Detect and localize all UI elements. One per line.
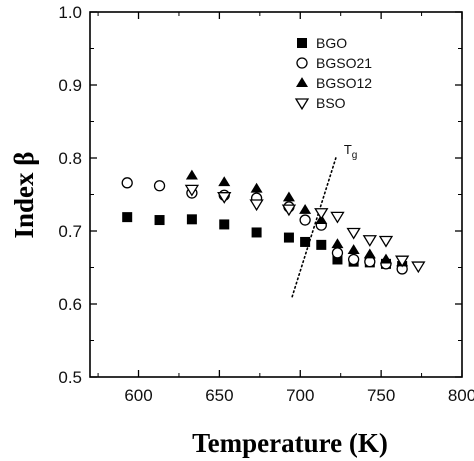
x-tick-label: 800 [448,386,474,405]
data-point [347,253,360,266]
y-tick-label: 0.9 [58,76,82,95]
series-bso [184,184,426,274]
data-point [153,180,166,192]
x-tick-label: 600 [124,386,152,405]
legend-label-bgso12: BGSO12 [316,75,372,91]
data-point [378,235,394,248]
data-point [186,214,197,225]
data-point [363,248,376,259]
y-tick-label: 0.8 [58,149,82,168]
data-point [250,182,263,193]
series-bgso12 [185,169,409,267]
series-bgso21 [121,177,408,275]
data-point [347,244,360,254]
x-tick-label: 700 [286,386,314,405]
data-point [316,239,327,250]
legend-marker-bgo [297,38,307,48]
data-point [362,235,377,247]
plot-frame [89,11,463,378]
data-point [332,254,343,265]
data-point [300,236,311,247]
data-point [281,204,297,217]
data-point [154,215,165,226]
y-tick-label: 0.7 [58,222,82,241]
data-point [249,199,264,212]
data-point [218,176,231,187]
x-tick-label: 750 [367,386,395,405]
data-point [185,169,198,180]
data-point [299,203,312,214]
data-point [346,227,361,240]
legend-marker-bso [294,98,310,111]
data-point [217,192,232,204]
data-point [395,255,410,268]
y-tick-label: 0.5 [58,368,82,387]
data-point [314,208,329,220]
data-point [122,212,133,223]
data-point [282,191,295,202]
legend-marker-bgso21 [296,57,308,69]
data-point [299,214,311,226]
data-point [184,184,200,197]
tg-label: Tg [344,142,358,161]
data-point [379,253,392,264]
data-point [121,177,133,189]
y-tick-label: 1.0 [58,3,82,22]
data-point [411,261,426,274]
data-point [331,247,344,259]
x-tick-label: 650 [205,386,233,405]
y-axis-label: Index β [9,152,39,239]
data-point [251,227,262,238]
legend-label-bso: BSO [316,95,346,111]
tg-dotted-line [291,157,337,298]
data-point [330,211,345,224]
data-point [331,238,344,249]
x-axis-label: Temperature (K) [192,428,388,458]
y-tick-label: 0.6 [58,295,82,314]
legend-label-bgo: BGO [316,35,347,51]
data-point [283,232,294,243]
data-point [219,219,230,230]
legend-label-bgso21: BGSO21 [316,55,372,71]
legend-marker-bgso12 [296,77,308,87]
legend: BGO BGSO21 BGSO12 BSO [294,35,372,111]
